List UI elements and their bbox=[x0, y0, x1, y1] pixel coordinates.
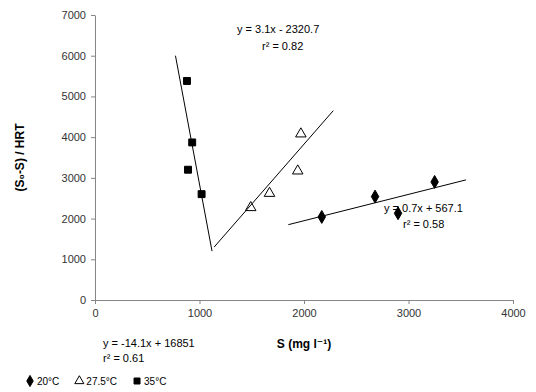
tick-label: 0 bbox=[92, 307, 98, 319]
tick: 6000 bbox=[62, 50, 95, 62]
legend-marker bbox=[134, 378, 140, 384]
tick-mark bbox=[95, 300, 96, 304]
tick-label: 3000 bbox=[62, 172, 86, 184]
annotation: r² = 0.61 bbox=[103, 352, 144, 364]
tick-mark bbox=[304, 300, 305, 304]
point bbox=[183, 77, 190, 84]
legend-marker bbox=[75, 376, 84, 384]
point bbox=[431, 175, 438, 188]
tick-label: 0 bbox=[80, 294, 86, 306]
tick-label: 4000 bbox=[501, 307, 525, 319]
tick-mark bbox=[91, 96, 95, 97]
legend-marker bbox=[27, 375, 33, 386]
tick-label: 4000 bbox=[62, 131, 86, 143]
tick-label: 1000 bbox=[62, 253, 86, 265]
tick-mark bbox=[91, 300, 95, 301]
tick: 0 bbox=[80, 294, 95, 306]
tick: 0 bbox=[92, 300, 98, 319]
tick-mark bbox=[409, 300, 410, 304]
tick: 3000 bbox=[397, 300, 421, 319]
tick-label: 6000 bbox=[62, 50, 86, 62]
axis-line bbox=[95, 16, 96, 301]
legend-label: 20°C bbox=[37, 376, 59, 387]
marks bbox=[175, 56, 466, 251]
annotation: y = -14.1x + 16851 bbox=[103, 337, 195, 349]
tick-mark bbox=[513, 300, 514, 304]
point bbox=[292, 165, 303, 174]
annotation: r² = 0.58 bbox=[403, 218, 444, 230]
tick-label: 5000 bbox=[62, 90, 86, 102]
legend-label: 27.5°C bbox=[86, 376, 117, 387]
tick-mark bbox=[200, 300, 201, 304]
tick-mark bbox=[91, 178, 95, 179]
chart: 0 1000 2000 3000 4000 0 1000 2000 3000 4000 5000 60… bbox=[0, 0, 536, 392]
tick-mark bbox=[91, 137, 95, 138]
tick: 2000 bbox=[62, 213, 95, 225]
tick-mark bbox=[91, 259, 95, 260]
annotation: y = 3.1x - 2320.7 bbox=[237, 23, 319, 35]
tick: 2000 bbox=[292, 300, 316, 319]
tick-mark bbox=[91, 15, 95, 16]
y-axis-title: (S₀-S) / HRT bbox=[13, 123, 27, 192]
annotation: r² = 0.82 bbox=[262, 40, 303, 52]
trend-line bbox=[175, 56, 212, 251]
point bbox=[185, 166, 192, 173]
x-axis: 0 1000 2000 3000 4000 bbox=[92, 300, 525, 319]
tick-mark bbox=[91, 219, 95, 220]
point bbox=[371, 190, 378, 203]
tick: 1000 bbox=[188, 300, 212, 319]
tick: 7000 bbox=[62, 9, 95, 21]
trend-line bbox=[214, 111, 333, 247]
tick-label: 2000 bbox=[62, 213, 86, 225]
plot: 0 1000 2000 3000 4000 0 1000 2000 3000 4000 5000 60… bbox=[62, 9, 526, 364]
legend: 20°C 27.5°C 35°C bbox=[27, 375, 167, 387]
tick-label: 2000 bbox=[292, 307, 316, 319]
annotation: y = 0.7x + 567.1 bbox=[384, 202, 463, 214]
tick-mark bbox=[91, 56, 95, 57]
point bbox=[296, 128, 307, 137]
legend-label: 35°C bbox=[144, 376, 166, 387]
tick-label: 7000 bbox=[62, 9, 86, 21]
tick: 5000 bbox=[62, 90, 95, 102]
y-axis: 0 1000 2000 3000 4000 5000 6000 7000 bbox=[62, 9, 96, 306]
tick: 4000 bbox=[62, 131, 95, 143]
x-axis-title: S (mg l⁻¹) bbox=[277, 337, 331, 351]
tick: 1000 bbox=[62, 253, 95, 265]
tick: 3000 bbox=[62, 172, 95, 184]
tick-label: 3000 bbox=[397, 307, 421, 319]
tick-label: 1000 bbox=[188, 307, 212, 319]
tick: 4000 bbox=[501, 300, 525, 319]
